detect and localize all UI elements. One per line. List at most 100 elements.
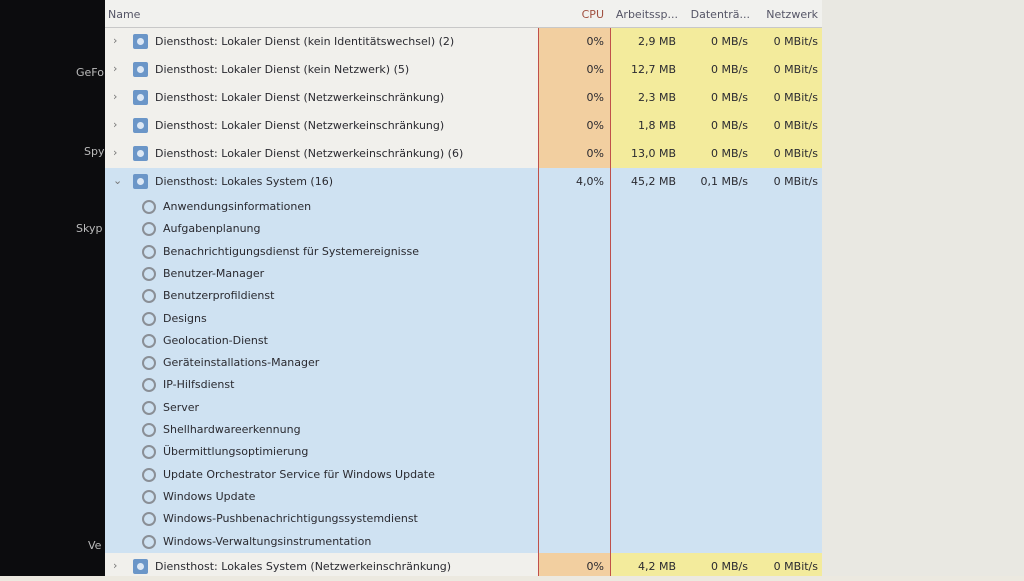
process-name: Diensthost: Lokaler Dienst (Netzwerkeins… xyxy=(155,91,445,104)
service-icon xyxy=(142,400,156,415)
cpu-value: 0% xyxy=(586,63,604,76)
service-name: Geolocation-Dienst xyxy=(163,333,268,347)
process-group-row[interactable]: › Diensthost: Lokaler Dienst (Netzwerkei… xyxy=(105,140,822,168)
service-name: Geräteinstallations-Manager xyxy=(163,356,320,370)
memory-value: 12,7 MB xyxy=(630,63,676,76)
column-header-disk[interactable]: Datenträ... xyxy=(690,8,750,21)
service-row[interactable]: Benutzerprofildienst xyxy=(105,285,538,307)
service-name: Server xyxy=(163,400,200,414)
service-icon xyxy=(142,244,156,259)
network-value: 0 MBit/s xyxy=(773,119,818,132)
service-row[interactable]: IP-Hilfsdienst xyxy=(105,374,538,396)
cpu-value: 4,0% xyxy=(576,175,604,188)
service-name: Aufgabenplanung xyxy=(163,222,261,236)
service-name: IP-Hilfsdienst xyxy=(163,378,235,392)
service-icon xyxy=(142,289,156,304)
memory-value: 2,3 MB xyxy=(637,91,676,104)
service-gear-icon xyxy=(133,118,148,133)
chevron-right-icon[interactable]: › xyxy=(113,34,118,47)
service-row[interactable]: Update Orchestrator Service für Windows … xyxy=(105,464,538,486)
chevron-right-icon[interactable]: › xyxy=(113,559,118,572)
network-value: 0 MBit/s xyxy=(773,560,818,573)
service-icon xyxy=(142,534,156,549)
service-row[interactable]: Windows-Verwaltungsinstrumentation xyxy=(105,531,538,553)
service-gear-icon xyxy=(133,90,148,105)
service-name: Übermittlungsoptimierung xyxy=(163,445,309,459)
memory-value: 13,0 MB xyxy=(630,147,676,160)
left-app-label: Spy xyxy=(84,145,105,158)
service-row[interactable]: Geräteinstallations-Manager xyxy=(105,352,538,374)
network-value: 0 MBit/s xyxy=(773,147,818,160)
cpu-value: 0% xyxy=(586,35,604,48)
column-header-cpu[interactable]: CPU xyxy=(581,8,604,21)
service-row[interactable]: Shellhardwareerkennung xyxy=(105,419,538,441)
memory-value: 45,2 MB xyxy=(630,175,676,188)
column-header-network[interactable]: Netzwerk xyxy=(766,8,818,21)
disk-value: 0 MB/s xyxy=(711,91,748,104)
disk-value: 0,1 MB/s xyxy=(700,175,748,188)
column-header-name[interactable]: Name xyxy=(108,8,141,21)
column-header-row: Name CPU Arbeitssp... Datenträ... Netzwe… xyxy=(105,0,822,28)
sort-column-border xyxy=(538,0,539,576)
left-app-label: GeFo xyxy=(76,66,104,79)
service-icon xyxy=(142,266,156,281)
disk-value: 0 MB/s xyxy=(711,119,748,132)
cpu-value: 0% xyxy=(586,119,604,132)
service-name: Shellhardwareerkennung xyxy=(163,423,301,436)
service-name: Benachrichtigungsdienst für Systemereign… xyxy=(163,244,419,258)
service-name: Benutzer-Manager xyxy=(163,266,265,280)
chevron-right-icon[interactable]: › xyxy=(113,62,118,75)
service-icon xyxy=(142,378,156,393)
service-row[interactable]: Benutzer-Manager xyxy=(105,263,538,285)
service-row[interactable]: Designs xyxy=(105,308,538,330)
process-group-row[interactable]: › Diensthost: Lokaler Dienst (kein Ident… xyxy=(105,28,822,56)
process-group-row[interactable]: › Diensthost: Lokaler Dienst (kein Netzw… xyxy=(105,56,822,84)
process-group-row[interactable]: › Diensthost: Lokaler Dienst (Netzwerkei… xyxy=(105,112,822,140)
service-gear-icon xyxy=(133,34,148,49)
disk-value: 0 MB/s xyxy=(711,63,748,76)
service-icon xyxy=(142,489,156,504)
process-name: Diensthost: Lokaler Dienst (kein Identit… xyxy=(155,35,455,48)
service-row[interactable]: Windows Update xyxy=(105,486,538,508)
chevron-right-icon[interactable]: › xyxy=(113,90,118,103)
network-value: 0 MBit/s xyxy=(773,35,818,48)
service-icon xyxy=(142,311,156,326)
network-value: 0 MBit/s xyxy=(773,63,818,76)
service-row[interactable]: Anwendungsinformationen xyxy=(105,196,538,218)
service-gear-icon xyxy=(133,146,148,161)
process-group-row[interactable]: › Diensthost: Lokales System (Netzwerkei… xyxy=(105,553,822,581)
chevron-down-icon[interactable]: ⌄ xyxy=(113,174,123,187)
service-icon xyxy=(142,200,156,214)
service-name: Benutzerprofildienst xyxy=(163,289,275,303)
left-app-label: Skyp xyxy=(76,222,103,235)
background-desktop xyxy=(822,0,1024,576)
service-row[interactable]: Server xyxy=(105,397,538,419)
service-gear-icon xyxy=(133,62,148,77)
left-app-label: Ve xyxy=(88,539,102,552)
service-name: Designs xyxy=(163,311,207,325)
service-name: Windows Update xyxy=(163,489,256,503)
service-row[interactable]: Benachrichtigungsdienst für Systemereign… xyxy=(105,241,538,263)
process-name: Diensthost: Lokaler Dienst (Netzwerkeins… xyxy=(155,119,445,132)
disk-value: 0 MB/s xyxy=(711,147,748,160)
service-row[interactable]: Geolocation-Dienst xyxy=(105,330,538,352)
service-gear-icon xyxy=(133,559,148,574)
service-icon xyxy=(142,467,156,482)
service-row[interactable]: Übermittlungsoptimierung xyxy=(105,441,538,463)
process-name: Diensthost: Lokales System (Netzwerkeins… xyxy=(155,560,452,573)
chevron-right-icon[interactable]: › xyxy=(113,118,118,131)
process-group-row[interactable]: ⌄ Diensthost: Lokales System (16) 4,0% 4… xyxy=(105,168,822,196)
network-value: 0 MBit/s xyxy=(773,175,818,188)
sort-column-border xyxy=(610,0,611,576)
chevron-right-icon[interactable]: › xyxy=(113,146,118,159)
service-gear-icon xyxy=(133,174,148,189)
service-icon xyxy=(142,356,156,371)
column-header-memory[interactable]: Arbeitssp... xyxy=(615,8,678,21)
memory-value: 2,9 MB xyxy=(637,35,676,48)
memory-value: 4,2 MB xyxy=(637,560,676,573)
process-group-row[interactable]: › Diensthost: Lokaler Dienst (Netzwerkei… xyxy=(105,84,822,112)
background-window: GeFo Spy Skyp Ve xyxy=(0,0,105,576)
service-row[interactable]: Aufgabenplanung xyxy=(105,218,538,240)
cpu-value: 0% xyxy=(586,147,604,160)
service-row[interactable]: Windows-Pushbenachrichtigungssystemdiens… xyxy=(105,508,538,530)
